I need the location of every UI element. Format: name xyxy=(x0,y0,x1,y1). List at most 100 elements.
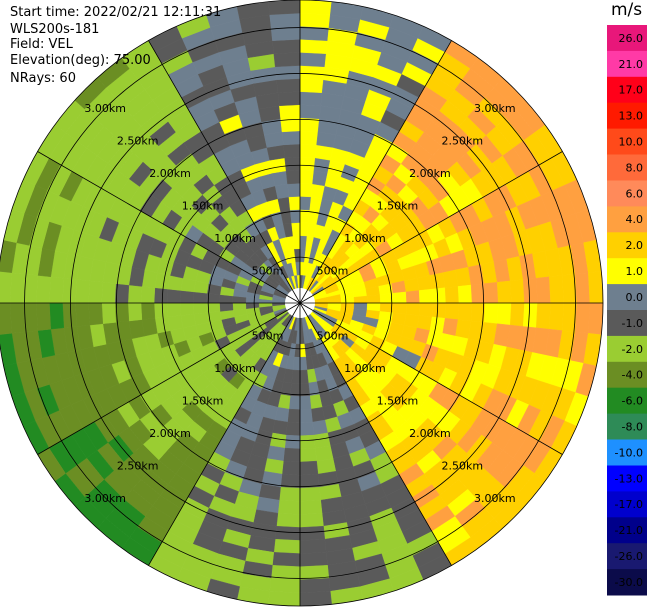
colorbar-swatch xyxy=(607,569,647,596)
range-gate xyxy=(276,512,301,528)
colorbar-label: -30.0 xyxy=(615,576,643,589)
range-gate xyxy=(49,302,65,330)
range-gate xyxy=(277,499,301,515)
range-gate xyxy=(429,316,446,334)
colorbar-label: -17.0 xyxy=(615,498,643,511)
range-gate xyxy=(140,286,156,304)
colorbar-swatch xyxy=(607,465,647,492)
range-gate xyxy=(180,313,196,329)
range-gate xyxy=(299,39,328,54)
range-gate xyxy=(299,499,323,515)
range-gate xyxy=(392,302,407,315)
colorbar-label: 8.0 xyxy=(626,161,644,174)
range-ring-label: 500m xyxy=(317,330,349,343)
range-gate xyxy=(166,302,182,318)
range-gate xyxy=(509,279,525,304)
range-gate xyxy=(272,552,301,567)
range-gate xyxy=(404,277,420,293)
nrays-text: NRays: 60 xyxy=(10,71,76,86)
range-gate xyxy=(101,282,117,304)
range-gate xyxy=(522,277,538,304)
range-gate xyxy=(457,284,473,304)
range-gate xyxy=(287,408,301,423)
range-gate xyxy=(193,302,208,315)
range-gate xyxy=(483,302,499,324)
colorbar-swatch xyxy=(607,310,647,337)
range-gate xyxy=(588,302,604,335)
range-gate xyxy=(36,275,51,304)
range-ring-label: 1.00km xyxy=(214,232,256,245)
range-gate xyxy=(299,65,326,81)
range-gate xyxy=(277,91,301,107)
spoke-line xyxy=(37,302,301,455)
colorbar: 26.0 21.0 17.0 13.0 10.0 8.0 6.0 4.0 2.0 1.0 0.0 -1… xyxy=(607,25,647,596)
colorbar-swatch xyxy=(607,50,647,78)
colorbar-label: -1.0 xyxy=(622,317,643,330)
range-gate xyxy=(535,276,551,304)
range-ring-label: 2.50km xyxy=(442,135,484,148)
field-text: Field: VEL xyxy=(10,37,73,52)
range-gate xyxy=(299,408,313,423)
range-ring-label: 1.00km xyxy=(214,362,256,375)
range-gate xyxy=(588,271,604,304)
range-gate xyxy=(299,552,328,567)
range-gate xyxy=(509,302,525,327)
range-gate xyxy=(299,52,327,68)
colorbar-label: 26.0 xyxy=(619,32,644,45)
range-gate xyxy=(154,316,171,334)
range-ring-label: 2.50km xyxy=(117,135,159,148)
range-gate xyxy=(299,486,321,502)
colorbar-label: -26.0 xyxy=(615,550,643,563)
colorbar-swatch xyxy=(607,128,647,155)
colorbar-swatch xyxy=(607,335,647,363)
range-gate xyxy=(299,460,319,476)
colorbar-swatch xyxy=(607,232,647,259)
colorbar-label: 17.0 xyxy=(619,84,644,97)
range-gate xyxy=(299,130,319,146)
range-gate xyxy=(272,39,301,54)
range-gate xyxy=(535,302,551,330)
range-gate xyxy=(313,157,331,174)
range-ring-label: 3.00km xyxy=(84,102,126,115)
range-gate xyxy=(299,12,331,28)
range-ring-label: 500m xyxy=(252,330,284,343)
range-ring-label: 2.00km xyxy=(149,427,191,440)
range-gate xyxy=(279,486,301,502)
range-gate xyxy=(299,512,324,528)
range-gate xyxy=(180,302,195,316)
colorbar-swatch xyxy=(607,387,647,415)
range-ring-label: 1.00km xyxy=(344,362,386,375)
range-gate xyxy=(36,302,51,331)
range-gate xyxy=(431,287,447,304)
elevation-text: Elevation(deg): 75.00 xyxy=(10,53,151,68)
range-gate xyxy=(299,143,317,159)
colorbar-label: -8.0 xyxy=(622,421,643,434)
range-ring-label: 2.50km xyxy=(117,459,159,472)
colorbar-unit: m/s xyxy=(611,0,643,20)
range-gate xyxy=(127,284,143,304)
range-gate xyxy=(312,419,328,436)
range-gate xyxy=(288,395,301,410)
range-gate xyxy=(299,196,312,211)
instrument-text: WLS200s-181 xyxy=(10,22,100,37)
colorbar-label: 4.0 xyxy=(626,213,644,226)
range-gate xyxy=(285,421,301,437)
range-gate xyxy=(49,276,65,304)
range-gate xyxy=(281,460,301,476)
colorbar-swatch xyxy=(607,25,647,52)
colorbar-label: -13.0 xyxy=(615,472,643,485)
colorbar-swatch xyxy=(607,517,647,544)
range-gate xyxy=(269,157,287,174)
range-ring-label: 3.00km xyxy=(84,492,126,505)
range-gate xyxy=(549,275,564,304)
colorbar-swatch xyxy=(607,102,647,130)
range-gate xyxy=(575,272,591,304)
range-ring-label: 500m xyxy=(317,265,349,278)
range-gate xyxy=(281,130,301,146)
range-gate xyxy=(496,280,512,304)
range-gate xyxy=(405,290,420,304)
colorbar-label: 21.0 xyxy=(619,58,644,71)
range-gate xyxy=(0,271,12,304)
colorbar-swatch xyxy=(607,284,647,311)
